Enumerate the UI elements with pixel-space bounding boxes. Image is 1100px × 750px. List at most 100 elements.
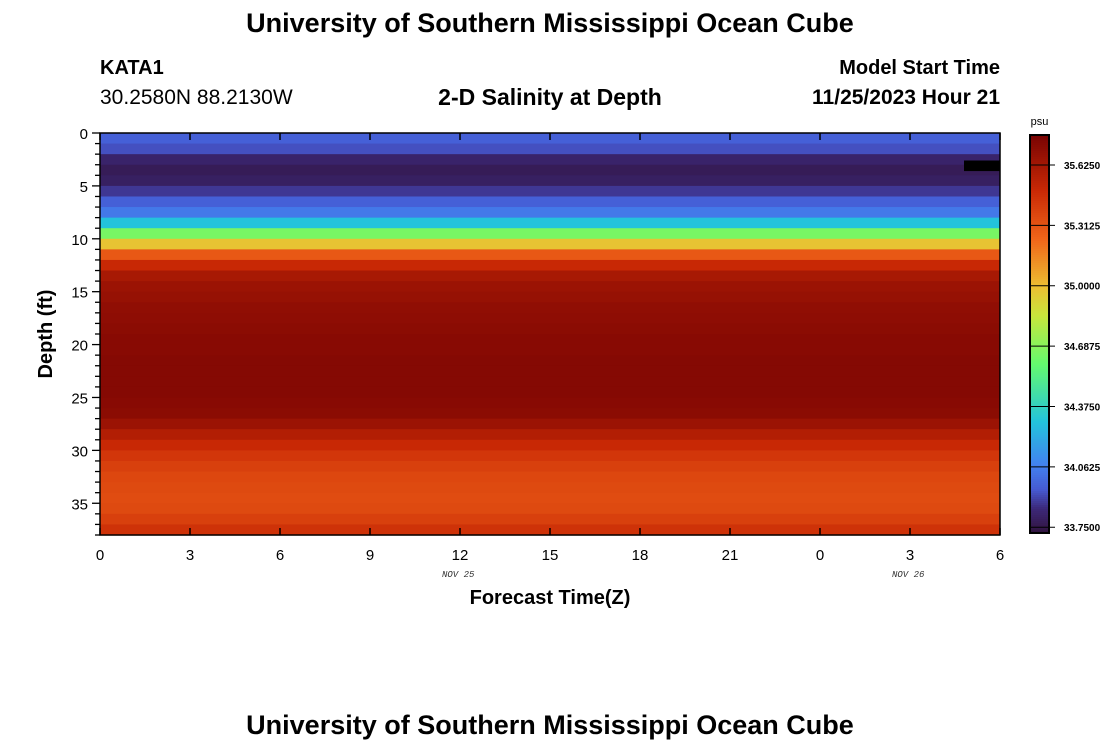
colorbar-segment (1030, 269, 1049, 272)
colorbar-segment (1030, 153, 1049, 156)
colorbar-segment (1030, 357, 1049, 360)
y-tick-label: 25 (71, 390, 88, 407)
colorbar-segment (1030, 381, 1049, 384)
colorbar-segment (1030, 247, 1049, 250)
colorbar-tick-label: 34.3750 (1064, 402, 1100, 413)
colorbar-segment (1030, 341, 1049, 344)
colorbar-segment (1030, 311, 1049, 314)
date-label: NOV 26 (892, 570, 925, 580)
colorbar-segment (1030, 275, 1049, 278)
colorbar-segment (1030, 257, 1049, 260)
x-axis-label: Forecast Time(Z) (470, 587, 631, 609)
colorbar-segment (1030, 497, 1049, 500)
colorbar-segment (1030, 479, 1049, 482)
colorbar-segment (1030, 493, 1049, 496)
colorbar-segment (1030, 385, 1049, 388)
colorbar-tick-label: 33.7500 (1064, 523, 1100, 534)
colorbar-segment (1030, 297, 1049, 300)
colorbar-segment (1030, 507, 1049, 510)
colorbar-segment (1030, 165, 1049, 168)
colorbar-segment (1030, 179, 1049, 182)
heatmap-cell (100, 259, 1000, 272)
station-coords: 30.2580N 88.2130W (100, 86, 293, 109)
colorbar-segment (1030, 399, 1049, 402)
colorbar-segment (1030, 337, 1049, 340)
colorbar-segment (1030, 199, 1049, 202)
colorbar-segment (1030, 417, 1049, 420)
y-tick-label: 5 (80, 179, 88, 196)
colorbar-segment (1030, 335, 1049, 338)
heatmap-cell (100, 154, 1000, 166)
colorbar-segment (1030, 419, 1049, 422)
colorbar-segment (1030, 423, 1049, 426)
heatmap-cell (100, 450, 1000, 462)
colorbar-segment (1030, 447, 1049, 450)
colorbar-segment (1030, 159, 1049, 162)
model-start-time: 11/25/2023 Hour 21 (812, 86, 1000, 109)
colorbar-segment (1030, 135, 1049, 138)
colorbar-segment (1030, 265, 1049, 268)
x-tick-label: 0 (816, 547, 824, 564)
colorbar-segment (1030, 225, 1049, 228)
colorbar-segment (1030, 283, 1049, 286)
colorbar-segment (1030, 209, 1049, 212)
colorbar-segment (1030, 191, 1049, 194)
colorbar-segment (1030, 183, 1049, 186)
colorbar-segment (1030, 445, 1049, 448)
colorbar-segment (1030, 307, 1049, 310)
colorbar-segment (1030, 511, 1049, 514)
colorbar-segment (1030, 263, 1049, 266)
colorbar-segment (1030, 207, 1049, 210)
colorbar-segment (1030, 473, 1049, 476)
colorbar-segment (1030, 413, 1049, 416)
colorbar-segment (1030, 251, 1049, 254)
colorbar-segment (1030, 353, 1049, 356)
colorbar-segment (1030, 401, 1049, 404)
colorbar-segment (1030, 167, 1049, 170)
heatmap-cell (100, 439, 1000, 451)
colorbar-segment (1030, 279, 1049, 282)
colorbar-segment (1030, 287, 1049, 290)
heatmap-cell (100, 323, 1000, 335)
colorbar-segment (1030, 221, 1049, 224)
heatmap-cell (100, 418, 1000, 430)
station-id: KATA1 (100, 57, 164, 79)
colorbar-segment (1030, 435, 1049, 438)
colorbar-segment (1030, 349, 1049, 352)
y-axis-label: Depth (ft) (35, 290, 57, 379)
colorbar-segment (1030, 301, 1049, 304)
x-tick-label: 21 (722, 547, 739, 564)
footer-title: University of Southern Mississippi Ocean… (246, 710, 854, 740)
colorbar-segment (1030, 245, 1049, 248)
x-tick-label: 0 (96, 547, 104, 564)
heatmap-cell (100, 143, 1000, 155)
model-start-label: Model Start Time (839, 57, 1000, 79)
colorbar-segment (1030, 233, 1049, 236)
colorbar-segment (1030, 309, 1049, 312)
colorbar-segment (1030, 523, 1049, 526)
colorbar-segment (1030, 437, 1049, 440)
colorbar-segment (1030, 203, 1049, 206)
colorbar-segment (1030, 289, 1049, 292)
colorbar-segment (1030, 205, 1049, 208)
colorbar-segment (1030, 397, 1049, 400)
colorbar-segment (1030, 457, 1049, 460)
colorbar-segment (1030, 197, 1049, 200)
colorbar-segment (1030, 141, 1049, 144)
colorbar-segment (1030, 491, 1049, 494)
heatmap-cell (100, 365, 1000, 377)
x-tick-label: 6 (276, 547, 284, 564)
colorbar-segment (1030, 327, 1049, 330)
colorbar-segment (1030, 331, 1049, 334)
colorbar-segment (1030, 395, 1049, 398)
colorbar-segment (1030, 455, 1049, 458)
colorbar-segment (1030, 175, 1049, 178)
colorbar-segment (1030, 215, 1049, 218)
heatmap-cell (100, 492, 1000, 504)
colorbar-segment (1030, 449, 1049, 452)
colorbar-segment (1030, 365, 1049, 368)
colorbar-tick-label: 35.6250 (1064, 161, 1100, 172)
colorbar-segment (1030, 429, 1049, 432)
colorbar-segment (1030, 529, 1049, 532)
